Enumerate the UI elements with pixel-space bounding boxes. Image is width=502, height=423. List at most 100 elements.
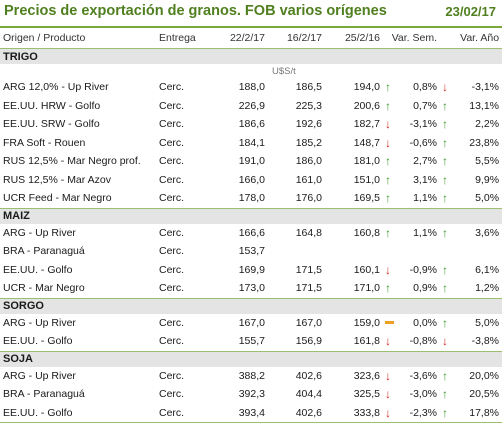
empty-arrow-cell	[383, 242, 400, 261]
entrega: Cerc.	[159, 316, 185, 329]
price-22-2-17: 169,9	[238, 263, 265, 276]
var-ano: 20,0%	[469, 369, 500, 382]
var-sem: -0,8%	[400, 332, 441, 352]
arrow-up-icon: ↑	[442, 225, 449, 240]
var-ano: -3,8%	[457, 332, 502, 352]
entrega: Cerc.	[159, 155, 185, 168]
arrow-down-icon: ↓	[383, 332, 400, 352]
price-16-2-17: 164,8	[295, 226, 322, 239]
var-ano: 5,0%	[457, 189, 502, 209]
var-ano: 1,2%	[457, 279, 502, 299]
price-22-2-17: 155,7	[211, 332, 268, 352]
table-row: UCR - Mar Negro Cerc. 173,0 171,5 171,0 ↑ 0,9%…	[0, 279, 502, 299]
arrow-up-icon: ↑	[383, 279, 400, 299]
table-row: ARG - Up River Cerc. 166,6 164,8 160,8 ↑ 1,1% ↑…	[0, 224, 502, 243]
price-16-2-17: 404,4	[295, 388, 322, 401]
section-header: TRIGO	[0, 48, 502, 64]
var-sem: 1,1%	[400, 189, 441, 209]
price-25-2-16	[325, 242, 383, 261]
price-25-2-16: 160,1	[353, 263, 380, 276]
price-16-2-17: 167,0	[295, 316, 322, 329]
arrow-up-icon: ↑	[442, 262, 449, 277]
price-25-2-16: 171,0	[325, 279, 383, 299]
entrega: Cerc.	[159, 136, 185, 149]
var-ano: 17,8%	[457, 403, 502, 423]
price-25-2-16: 182,7	[353, 118, 380, 131]
price-25-2-16: 161,8	[325, 332, 383, 352]
price-22-2-17: 226,9	[238, 99, 265, 112]
section-title: SOJA	[0, 350, 502, 367]
price-25-2-16: 194,0	[353, 81, 380, 94]
var-sem: -3,0%	[409, 388, 438, 401]
col-header-date3: 25/2/16	[325, 28, 383, 49]
var-ano: 5,5%	[475, 155, 500, 168]
price-22-2-17: 184,1	[238, 136, 265, 149]
entrega: Cerc.	[159, 388, 185, 401]
page-title: Precios de exportación de granos. FOB va…	[4, 3, 387, 19]
price-16-2-17: 156,9	[268, 332, 325, 352]
price-16-2-17: 402,6	[295, 369, 322, 382]
arrow-down-icon: ↓	[440, 332, 458, 352]
entrega: Cerc.	[159, 173, 185, 186]
product-name: ARG - Up River	[3, 226, 76, 239]
empty-arrow-cell	[440, 242, 457, 261]
table-row: EE.UU. - Golfo Cerc. 169,9 171,5 160,1 ↓ -0,9%…	[0, 261, 502, 280]
price-22-2-17: 166,0	[238, 173, 265, 186]
table-row: EE.UU. SRW - Golfo Cerc. 186,6 192,6 182,7 ↓ -…	[0, 115, 502, 134]
entrega: Cerc.	[159, 118, 185, 131]
price-22-2-17: 191,0	[238, 155, 265, 168]
price-25-2-16: 323,6	[353, 369, 380, 382]
table-row: ARG - Up River Cerc. 167,0 167,0 159,0 0,0% ↑ 5…	[0, 314, 502, 333]
price-16-2-17: 171,5	[268, 279, 325, 299]
entrega: Cerc.	[159, 263, 185, 276]
arrow-down-icon: ↓	[385, 387, 391, 402]
price-16-2-17: 171,5	[295, 263, 322, 276]
arrow-up-icon: ↑	[442, 98, 449, 113]
arrow-down-icon: ↓	[385, 135, 391, 150]
col-header-product: Origen / Producto	[0, 28, 156, 49]
product-name: EE.UU. - Golfo	[3, 263, 73, 276]
price-22-2-17: 166,6	[238, 226, 265, 239]
price-16-2-17: 176,0	[268, 189, 325, 209]
section-title: MAIZ	[0, 207, 502, 224]
arrow-up-icon: ↑	[440, 279, 458, 299]
table-row: BRA - Paranaguá Cerc. 153,7	[0, 242, 502, 261]
price-16-2-17: 186,0	[295, 155, 322, 168]
section-header: MAIZ	[0, 207, 502, 224]
arrow-up-icon: ↑	[442, 315, 449, 330]
var-sem: -2,3%	[400, 403, 441, 423]
price-25-2-16: 181,0	[353, 155, 380, 168]
header-row: Origen / Producto Entrega 22/2/17 16/2/1…	[0, 28, 502, 49]
var-sem: 0,7%	[413, 99, 438, 112]
arrow-down-icon: ↓	[385, 368, 391, 383]
product-name: EE.UU. - Golfo	[0, 332, 156, 352]
entrega: Cerc.	[156, 189, 211, 209]
col-header-var-sem: Var. Sem.	[383, 28, 441, 49]
spacer	[0, 64, 268, 78]
product-name: EE.UU. HRW - Golfo	[3, 99, 101, 112]
var-ano: 20,5%	[469, 388, 500, 401]
arrow-up-icon: ↑	[442, 172, 449, 187]
arrow-up-icon: ↑	[385, 80, 391, 95]
arrow-up-icon: ↑	[385, 225, 391, 240]
product-name: BRA - Paranaguá	[3, 388, 85, 401]
price-25-2-16: 333,8	[325, 403, 383, 423]
entrega: Cerc.	[156, 332, 211, 352]
table-row: FRA Soft - Rouen Cerc. 184,1 185,2 148,7 ↓ -0,…	[0, 134, 502, 153]
unit-label: U$S/t	[272, 65, 296, 77]
var-ano: 2,2%	[475, 118, 500, 131]
product-name: ARG 12,0% - Up River	[3, 81, 109, 94]
table-row: EE.UU. - Golfo Cerc. 155,7 156,9 161,8 ↓ -0,8%…	[0, 332, 502, 352]
price-25-2-16: 151,0	[353, 173, 380, 186]
var-sem: 3,1%	[413, 173, 438, 186]
price-22-2-17: 167,0	[238, 316, 265, 329]
arrow-up-icon: ↑	[442, 154, 449, 169]
price-22-2-17: 188,0	[238, 81, 265, 94]
price-25-2-16: 148,7	[353, 136, 380, 149]
arrow-down-icon: ↓	[385, 117, 391, 132]
col-header-date2: 16/2/17	[268, 28, 325, 49]
table-row: EE.UU. - Golfo Cerc. 393,4 402,6 333,8 ↓ -2,3%…	[0, 403, 502, 423]
price-16-2-17	[268, 242, 325, 261]
var-ano: 6,1%	[475, 263, 500, 276]
product-name: ARG - Up River	[3, 369, 76, 382]
